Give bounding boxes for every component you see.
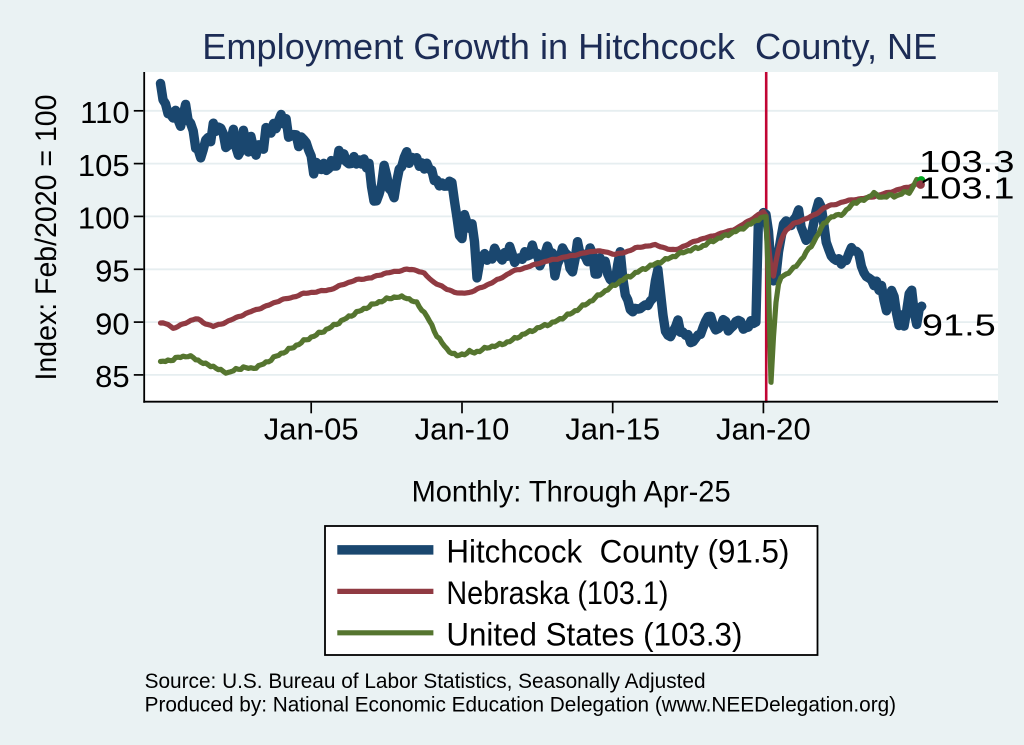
svg-text:91.5: 91.5 xyxy=(922,308,996,343)
svg-text:95: 95 xyxy=(95,254,129,289)
svg-text:85: 85 xyxy=(95,359,129,394)
svg-text:Nebraska (103.1): Nebraska (103.1) xyxy=(446,575,668,611)
svg-text:Produced by: National Economic: Produced by: National Economic Education… xyxy=(145,694,897,717)
svg-text:103.3: 103.3 xyxy=(919,144,1015,179)
svg-text:United States (103.3): United States (103.3) xyxy=(446,616,742,652)
svg-text:90: 90 xyxy=(95,306,129,341)
svg-text:Jan-10: Jan-10 xyxy=(415,412,510,447)
svg-text:Monthly: Through Apr-25: Monthly: Through Apr-25 xyxy=(412,476,731,509)
svg-text:Hitchcock County (91.5): Hitchcock County (91.5) xyxy=(446,534,789,570)
svg-text:Jan-20: Jan-20 xyxy=(716,412,811,447)
svg-text:Index: Feb/2020 = 100: Index: Feb/2020 = 100 xyxy=(30,95,63,381)
svg-text:Jan-05: Jan-05 xyxy=(264,412,359,447)
svg-text:Jan-15: Jan-15 xyxy=(565,412,660,447)
svg-text:105: 105 xyxy=(78,148,130,183)
svg-text:103.1: 103.1 xyxy=(919,171,1015,206)
svg-text:Employment Growth in Hitchcock: Employment Growth in Hitchcock County, N… xyxy=(202,26,937,67)
svg-text:Source: U.S. Bureau of Labor S: Source: U.S. Bureau of Labor Statistics,… xyxy=(145,670,706,693)
svg-text:100: 100 xyxy=(78,201,130,236)
svg-text:110: 110 xyxy=(80,95,129,130)
